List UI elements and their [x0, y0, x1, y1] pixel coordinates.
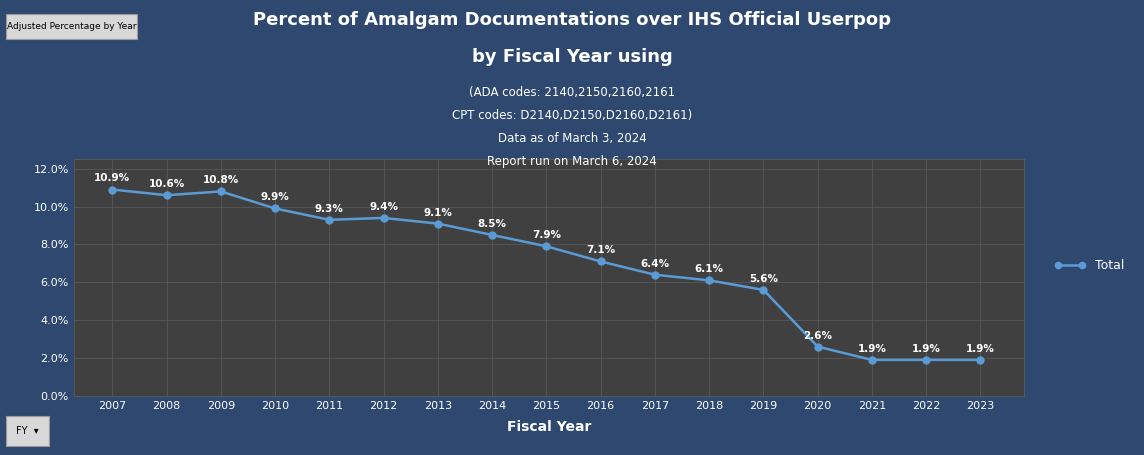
Total [214, 189, 228, 194]
Line: Total: Total [109, 186, 984, 364]
Total [160, 192, 174, 198]
Total [105, 187, 119, 192]
X-axis label: Fiscal Year: Fiscal Year [507, 420, 591, 434]
Legend: Total: Total [1049, 254, 1130, 277]
Total [756, 287, 770, 293]
Total [974, 357, 987, 363]
Total [485, 232, 499, 238]
Total [648, 272, 661, 278]
Total [865, 357, 879, 363]
Text: 9.3%: 9.3% [315, 204, 344, 214]
Text: (ADA codes: 2140,2150,2160,2161: (ADA codes: 2140,2150,2160,2161 [469, 86, 675, 100]
Total [594, 259, 607, 264]
Text: 9.9%: 9.9% [261, 192, 289, 202]
Text: CPT codes: D2140,D2150,D2160,D2161): CPT codes: D2140,D2150,D2160,D2161) [452, 109, 692, 122]
Text: by Fiscal Year using: by Fiscal Year using [471, 48, 673, 66]
Text: Report run on March 6, 2024: Report run on March 6, 2024 [487, 155, 657, 168]
Text: 10.9%: 10.9% [94, 173, 130, 183]
Total [431, 221, 445, 226]
Text: Data as of March 3, 2024: Data as of March 3, 2024 [498, 132, 646, 145]
Text: 10.8%: 10.8% [202, 175, 239, 185]
Text: FY  ▾: FY ▾ [16, 426, 39, 436]
Text: 10.6%: 10.6% [149, 179, 184, 189]
Text: Adjusted Percentage by Year: Adjusted Percentage by Year [7, 22, 136, 30]
Total [376, 215, 390, 221]
Text: 7.1%: 7.1% [586, 245, 615, 255]
Text: 1.9%: 1.9% [912, 344, 940, 354]
Total [702, 278, 716, 283]
Text: 6.4%: 6.4% [641, 258, 669, 268]
Text: 1.9%: 1.9% [966, 344, 995, 354]
Text: 9.4%: 9.4% [370, 202, 398, 212]
Text: 1.9%: 1.9% [858, 344, 887, 354]
Text: 8.5%: 8.5% [478, 219, 507, 229]
Total [323, 217, 336, 222]
Total [811, 344, 825, 349]
Text: 9.1%: 9.1% [423, 207, 452, 217]
Text: Percent of Amalgam Documentations over IHS Official Userpop: Percent of Amalgam Documentations over I… [253, 11, 891, 30]
Text: 5.6%: 5.6% [749, 274, 778, 284]
Text: 2.6%: 2.6% [803, 331, 832, 341]
Text: 6.1%: 6.1% [694, 264, 724, 274]
Text: 7.9%: 7.9% [532, 230, 561, 240]
Total [268, 206, 281, 211]
Total [540, 243, 554, 249]
Total [920, 357, 934, 363]
